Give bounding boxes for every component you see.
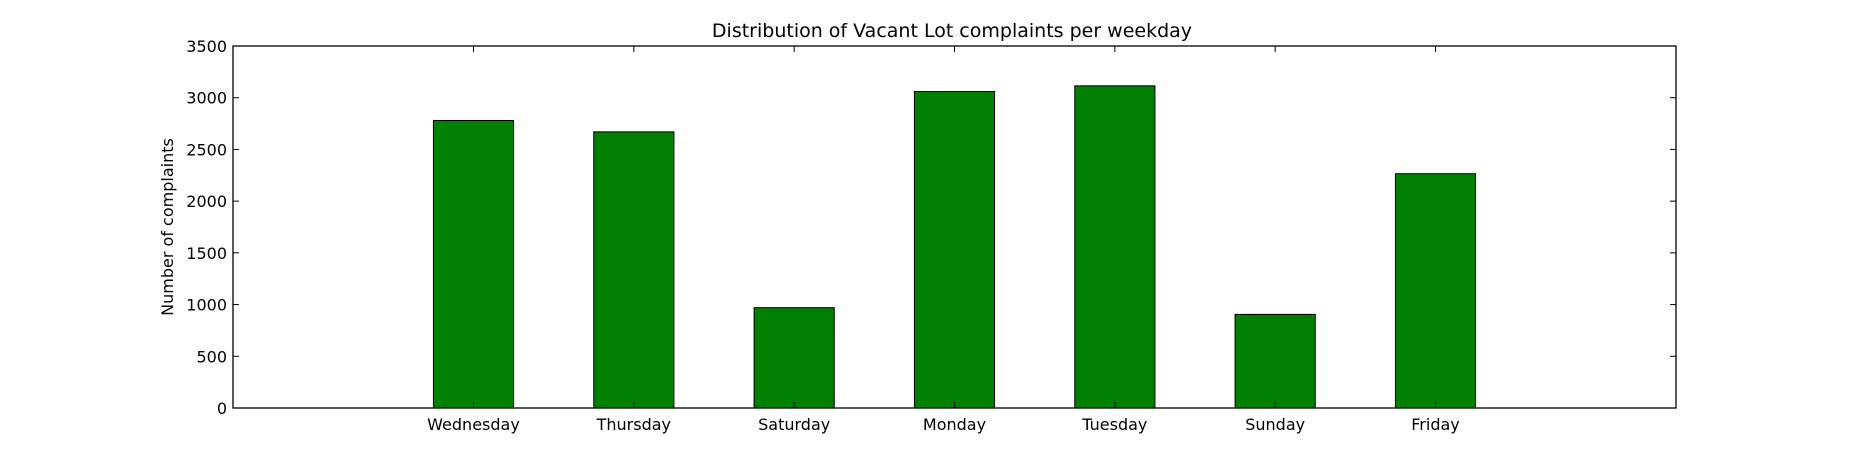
bar-friday — [1394, 173, 1477, 409]
y-tick-label: 3000 — [186, 89, 227, 108]
x-tick-label: Sunday — [1245, 415, 1305, 434]
y-tick-label: 1500 — [186, 244, 227, 263]
x-tick-label: Monday — [923, 415, 986, 434]
y-tick-label: 3500 — [186, 37, 227, 56]
x-tick-label: Friday — [1411, 415, 1460, 434]
ticks-layer: Wednesday Thursday Saturday Monday Tuesday Su… — [186, 37, 1676, 434]
bar-wednesday — [432, 119, 515, 409]
y-tick-label: 2500 — [186, 140, 227, 159]
x-tick-label: Wednesday — [427, 415, 520, 434]
y-tick-label: 2000 — [186, 192, 227, 211]
bar-saturday — [753, 307, 835, 409]
bar-thursday — [593, 131, 675, 409]
y-tick-label: 500 — [196, 347, 227, 366]
y-tick-label: 0 — [217, 399, 227, 418]
x-tick-label: Saturday — [758, 415, 830, 434]
plot-frame — [232, 45, 1677, 409]
bar-tuesday — [1074, 85, 1156, 409]
bar-sunday — [1234, 313, 1316, 409]
bars-layer — [432, 85, 1477, 409]
x-tick-label: Thursday — [596, 415, 671, 434]
x-tick-label: Tuesday — [1081, 415, 1147, 434]
chart-title: Distribution of Vacant Lot complaints pe… — [712, 20, 1192, 42]
bar-monday — [913, 91, 996, 409]
y-axis-label: Number of complaints — [158, 138, 177, 316]
y-tick-label: 1000 — [186, 296, 227, 315]
